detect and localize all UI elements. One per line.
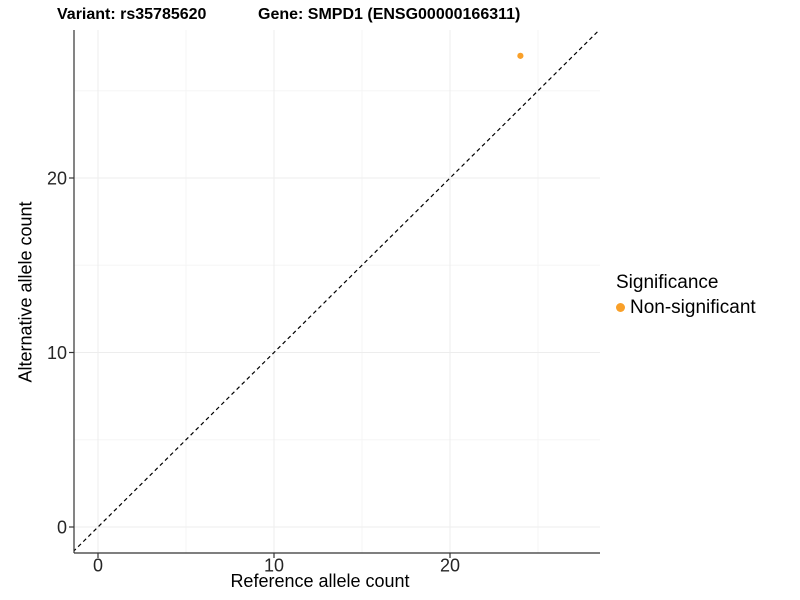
- y-tick-label: 10: [47, 343, 67, 363]
- gene-title: Gene: SMPD1 (ENSG00000166311): [258, 6, 521, 23]
- x-tick-label: 20: [440, 556, 460, 576]
- identity-line: [74, 30, 600, 552]
- data-point: [517, 52, 524, 59]
- legend-item: Non-significant: [616, 296, 756, 319]
- legend-title: Significance: [616, 272, 719, 293]
- variant-title: Variant: rs35785620: [57, 6, 207, 23]
- legend-point-swatch: [616, 303, 625, 312]
- x-tick-label: 10: [264, 556, 284, 576]
- legend-item-label: Non-significant: [630, 297, 756, 318]
- x-tick-label: 0: [93, 556, 103, 576]
- x-axis-title: Reference allele count: [230, 571, 410, 591]
- y-tick-label: 20: [47, 169, 67, 189]
- legend: Significance Non-significant: [616, 271, 756, 319]
- y-axis-title: Alternative allele count: [15, 201, 36, 383]
- y-tick-label: 0: [57, 518, 67, 538]
